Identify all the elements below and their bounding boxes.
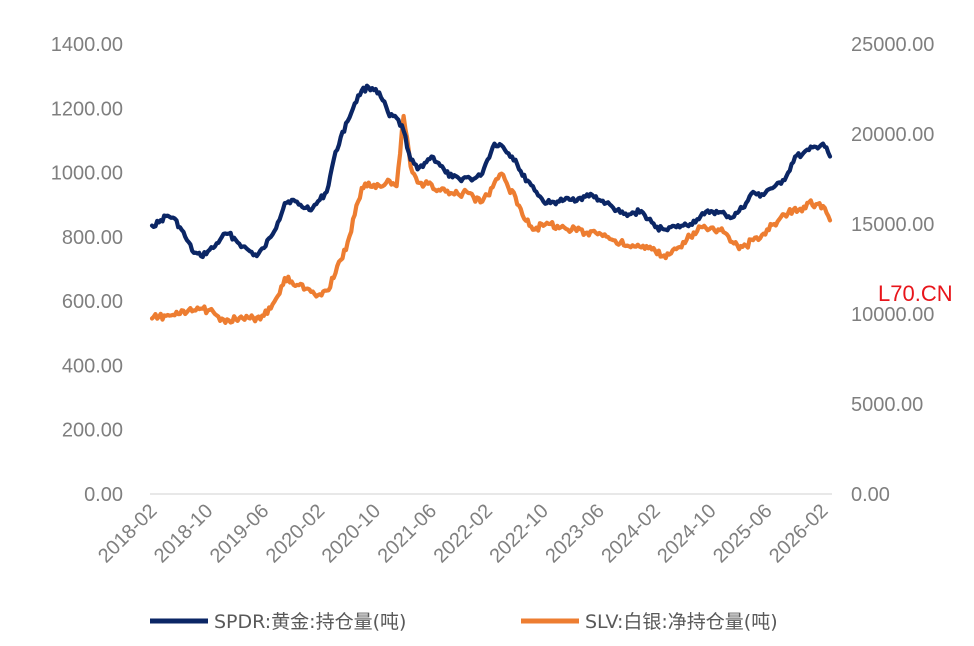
x-axis-tick-3: 2020-02 <box>262 500 329 567</box>
left-axis-tick-7: 1400.00 <box>51 34 123 56</box>
left-axis-tick-0: 0.00 <box>84 484 123 506</box>
right-axis-tick-4: 20000.00 <box>851 124 934 146</box>
left-axis-tick-3: 600.00 <box>62 291 123 313</box>
right-axis-tick-labels: 0.00 5000.00 10000.00 15000.00 20000.00 25000… <box>851 34 934 506</box>
left-axis-tick-4: 800.00 <box>62 227 123 249</box>
legend: SPDR:黄金:持仓量(吨) SLV:白银:净持仓量(吨) <box>150 611 778 633</box>
x-axis-tick-6: 2022-02 <box>430 500 497 567</box>
left-axis-tick-1: 200.00 <box>62 420 123 442</box>
x-axis-tick-10: 2024-10 <box>653 500 720 567</box>
x-axis-tick-labels: 2018-022018-102019-062020-022020-102021-… <box>94 500 832 567</box>
right-axis-tick-2: 10000.00 <box>851 304 934 326</box>
watermark-text: L70.CN <box>878 281 953 306</box>
x-axis-tick-12: 2026-02 <box>765 500 832 567</box>
x-axis-tick-1: 2018-10 <box>150 500 217 567</box>
left-axis-tick-5: 1000.00 <box>51 163 123 185</box>
left-axis-tick-6: 1200.00 <box>51 98 123 120</box>
legend-label-slv: SLV:白银:净持仓量(吨) <box>585 611 778 633</box>
right-axis-tick-5: 25000.00 <box>851 34 934 56</box>
x-axis-tick-0: 2018-02 <box>94 500 161 567</box>
x-axis-tick-8: 2023-06 <box>541 500 608 567</box>
x-axis-tick-5: 2021-06 <box>374 500 441 567</box>
x-axis-tick-11: 2025-06 <box>709 500 776 567</box>
x-axis-tick-4: 2020-10 <box>318 500 385 567</box>
series-line-slv <box>149 113 833 325</box>
x-axis-tick-2: 2019-06 <box>206 500 273 567</box>
series-line-spdr <box>149 83 833 260</box>
right-axis-tick-0: 0.00 <box>851 484 890 506</box>
left-axis-tick-2: 400.00 <box>62 355 123 377</box>
left-axis-tick-labels: 0.00 200.00 400.00 600.00 800.00 1000.00 1200.… <box>51 34 123 506</box>
series-lines <box>149 83 833 325</box>
legend-label-spdr: SPDR:黄金:持仓量(吨) <box>214 611 406 633</box>
right-axis-tick-1: 5000.00 <box>851 394 923 416</box>
x-axis-tick-9: 2024-02 <box>597 500 664 567</box>
x-axis-tick-7: 2022-10 <box>485 500 552 567</box>
right-axis-tick-3: 15000.00 <box>851 214 934 236</box>
